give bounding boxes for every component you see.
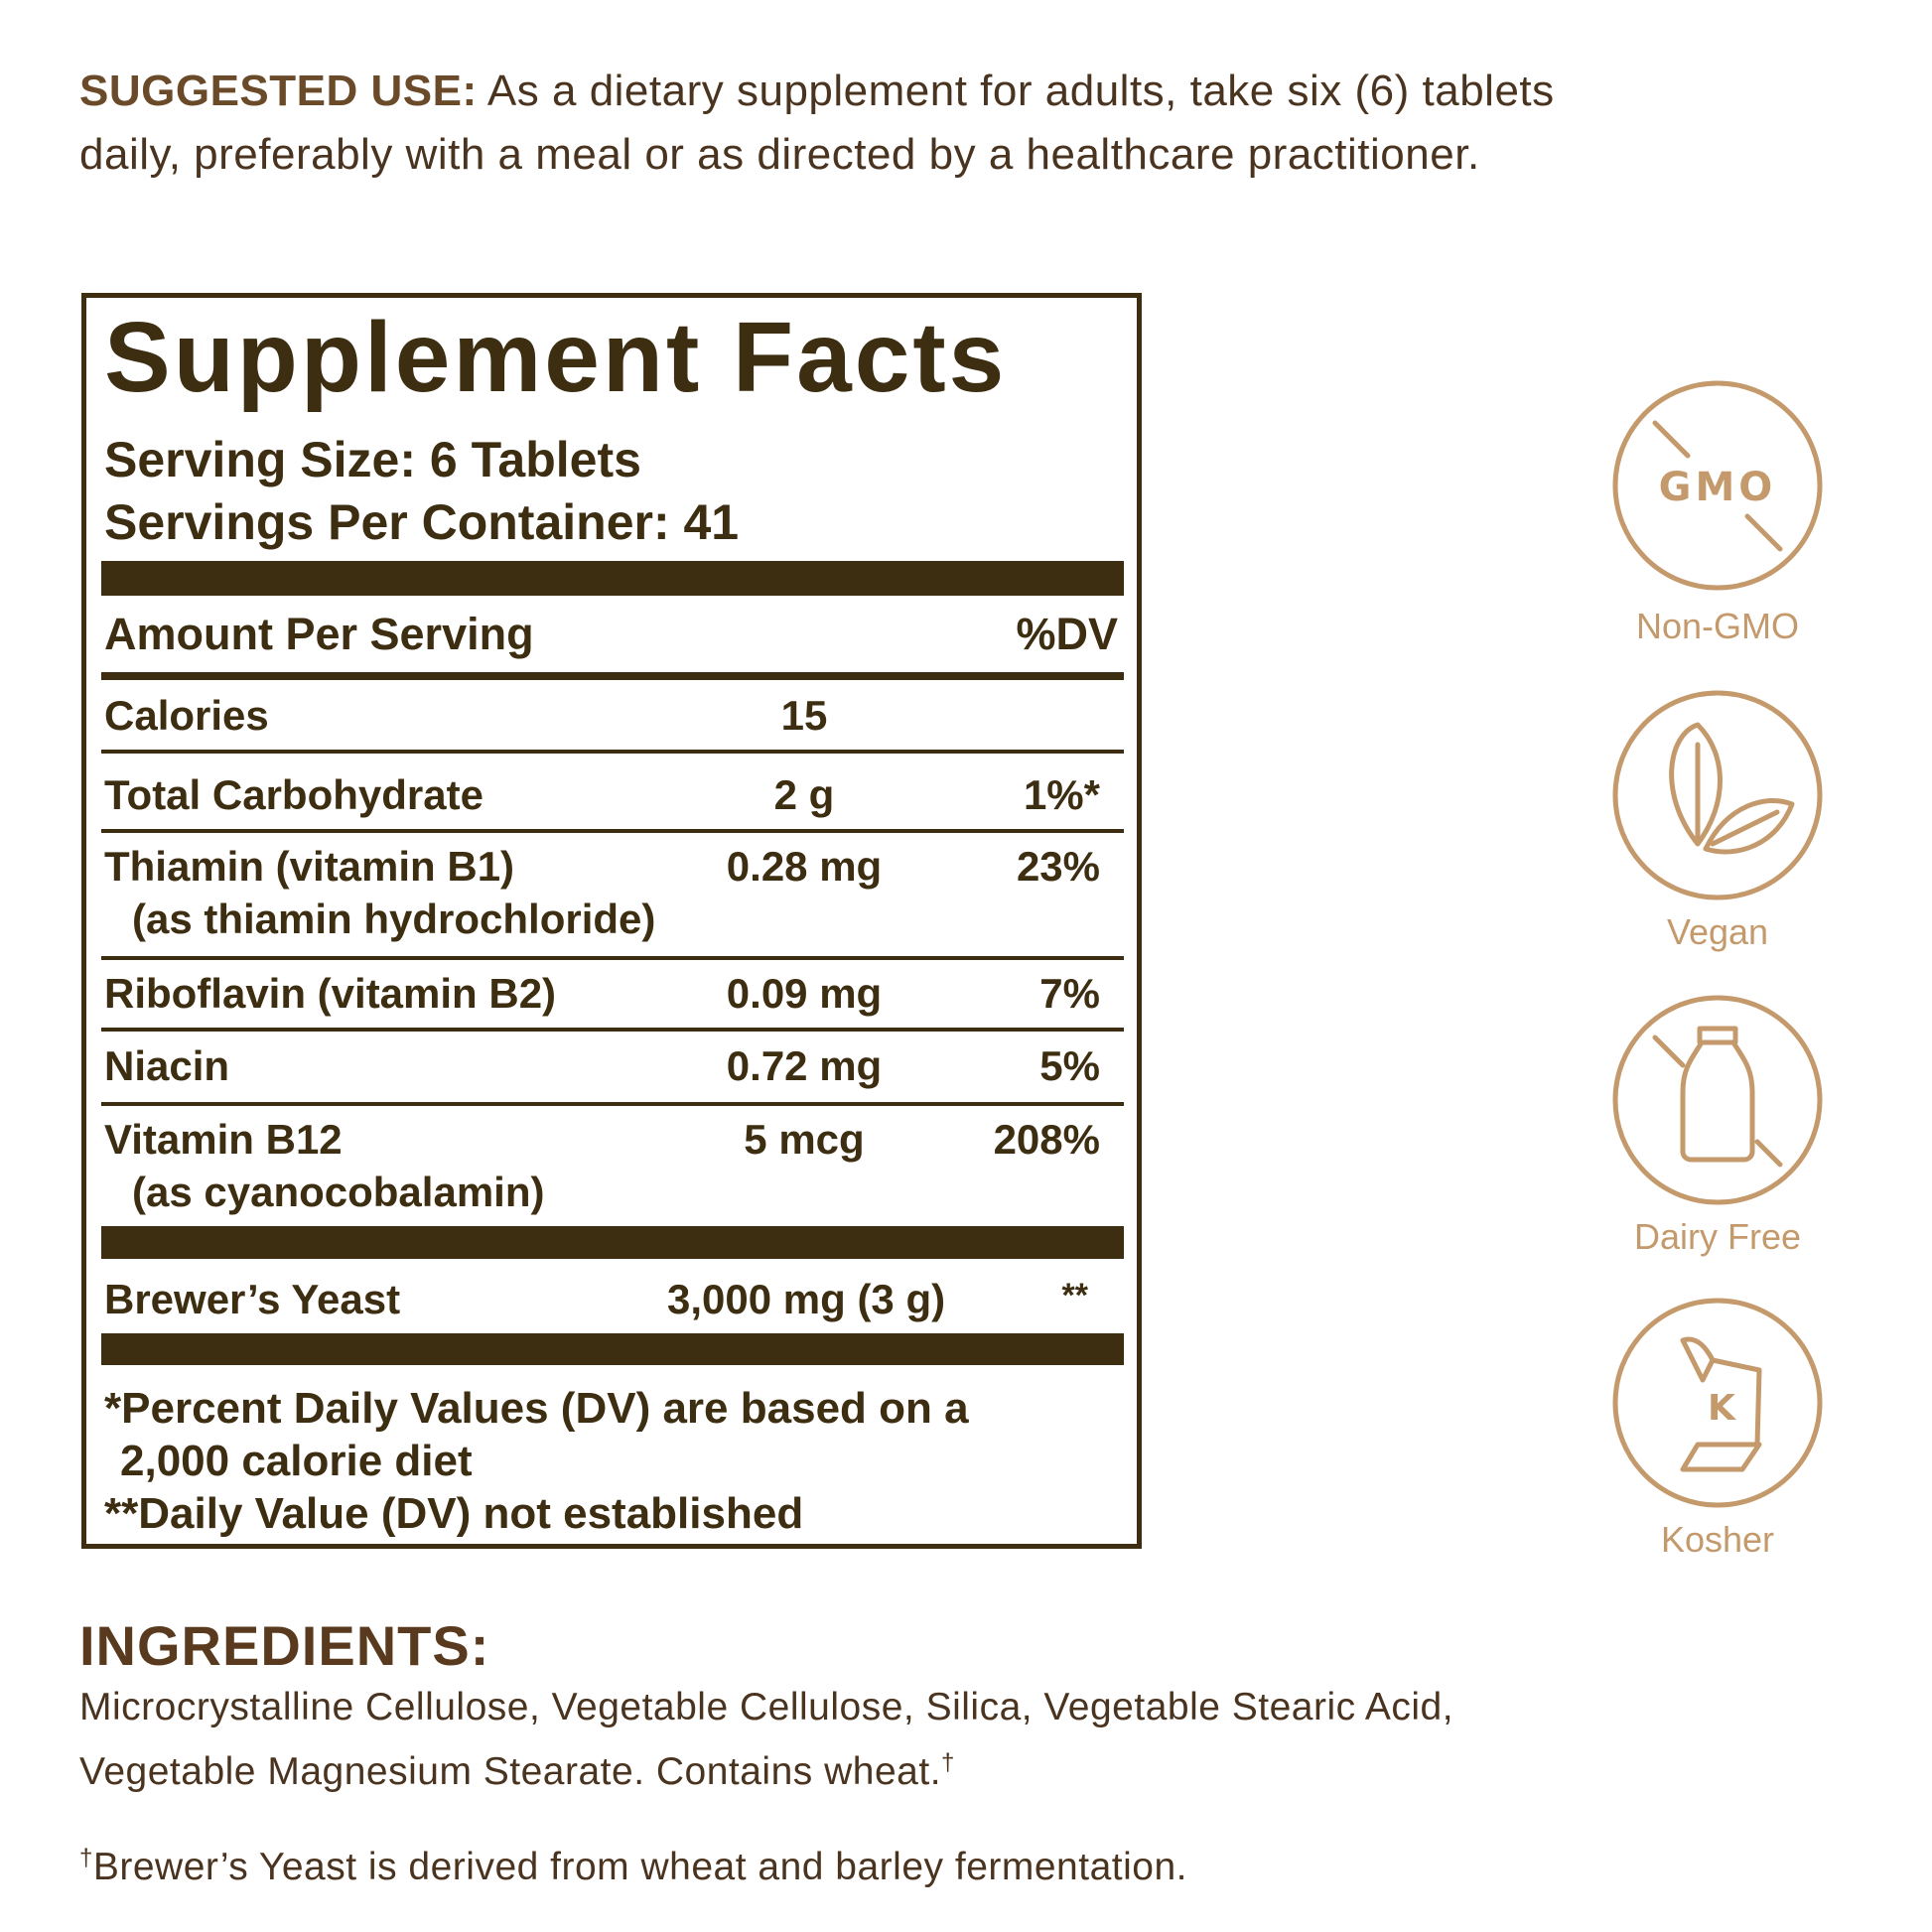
serving-size: Serving Size: 6 Tablets [104, 432, 641, 487]
thin-rule [101, 1102, 1124, 1106]
servings-per-container: Servings Per Container: 41 [104, 494, 740, 550]
nutrient-dv: 208% [993, 1116, 1100, 1163]
nutrient-name: Vitamin B12 [104, 1116, 343, 1163]
nutrient-source: (as cyanocobalamin) [132, 1169, 545, 1215]
badge-label: Kosher [1660, 1519, 1775, 1560]
badges: GMO K [1612, 380, 1823, 1508]
nutrient-dv: 1%* [1023, 771, 1100, 818]
medium-rule [101, 672, 1124, 680]
dagger: † [941, 1749, 955, 1776]
badge-label: Vegan [1666, 911, 1769, 952]
nutrient-dv: 7% [1039, 970, 1100, 1017]
nutrient-source: (as thiamin hydrochloride) [132, 896, 656, 942]
thick-rule [101, 561, 1124, 596]
thin-rule [101, 829, 1124, 833]
thin-rule [101, 750, 1124, 754]
nutrient-name: Thiamin (vitamin B1) [104, 843, 515, 890]
dagger: † [79, 1845, 93, 1871]
suggested-use: SUGGESTED USE: As a dietary supplement f… [79, 60, 1569, 187]
nutrient-dv: ** [1061, 1277, 1088, 1314]
nutrient-amount: 0.72 mg [726, 1042, 883, 1089]
footnotes: *Percent Daily Values (DV) are based on … [104, 1382, 1107, 1540]
footnote-text: Brewer’s Yeast is derived from wheat and… [92, 1846, 1187, 1888]
footnote: *Percent Daily Values (DV) are based on … [104, 1384, 969, 1485]
badge-icon-text: GMO [1659, 465, 1777, 510]
ingredients-list: Microcrystalline Cellulose, Vegetable Ce… [79, 1686, 1454, 1793]
dv-header: %DV [1016, 609, 1118, 659]
ingredients-heading: INGREDIENTS: [79, 1614, 490, 1677]
thin-rule [101, 1028, 1124, 1032]
nutrient-amount: 0.09 mg [726, 970, 883, 1017]
badge-icon-text: K [1708, 1388, 1736, 1429]
thick-rule [101, 1226, 1124, 1259]
thin-rule [101, 956, 1124, 960]
suggested-use-text: As a dietary supplement for adults, take… [79, 67, 1555, 179]
nutrient-name: Calories [104, 692, 269, 739]
footnote: **Daily Value (DV) not established [104, 1489, 804, 1538]
nutrient-amount: 15 [780, 692, 828, 739]
nutrient-amount: 2 g [773, 771, 835, 818]
suggested-use-label: SUGGESTED USE: [79, 67, 478, 115]
thick-rule [101, 1333, 1124, 1365]
nutrient-name: Brewer’s Yeast [104, 1276, 401, 1322]
nutrient-amount: 0.28 mg [726, 843, 883, 890]
facts-title: Supplement Facts [104, 302, 1008, 413]
nutrient-name: Riboflavin (vitamin B2) [104, 970, 557, 1017]
ingredients-text: Microcrystalline Cellulose, Vegetable Ce… [79, 1680, 1509, 1800]
nutrient-amount: 5 mcg [744, 1116, 865, 1163]
nutrient-name: Niacin [104, 1042, 230, 1089]
nutrient-amount: 3,000 mg (3 g) [667, 1276, 946, 1322]
ingredients-footnote: †Brewer’s Yeast is derived from wheat an… [79, 1845, 1187, 1889]
nutrient-dv: 23% [1016, 843, 1100, 890]
badge-label: Dairy Free [1633, 1216, 1802, 1257]
amount-header: Amount Per Serving [104, 609, 534, 659]
nutrient-dv: 5% [1039, 1042, 1100, 1089]
facts-box [81, 293, 1142, 1549]
nutrient-name: Total Carbohydrate [104, 771, 483, 818]
badge-label: Non-GMO [1635, 606, 1800, 646]
